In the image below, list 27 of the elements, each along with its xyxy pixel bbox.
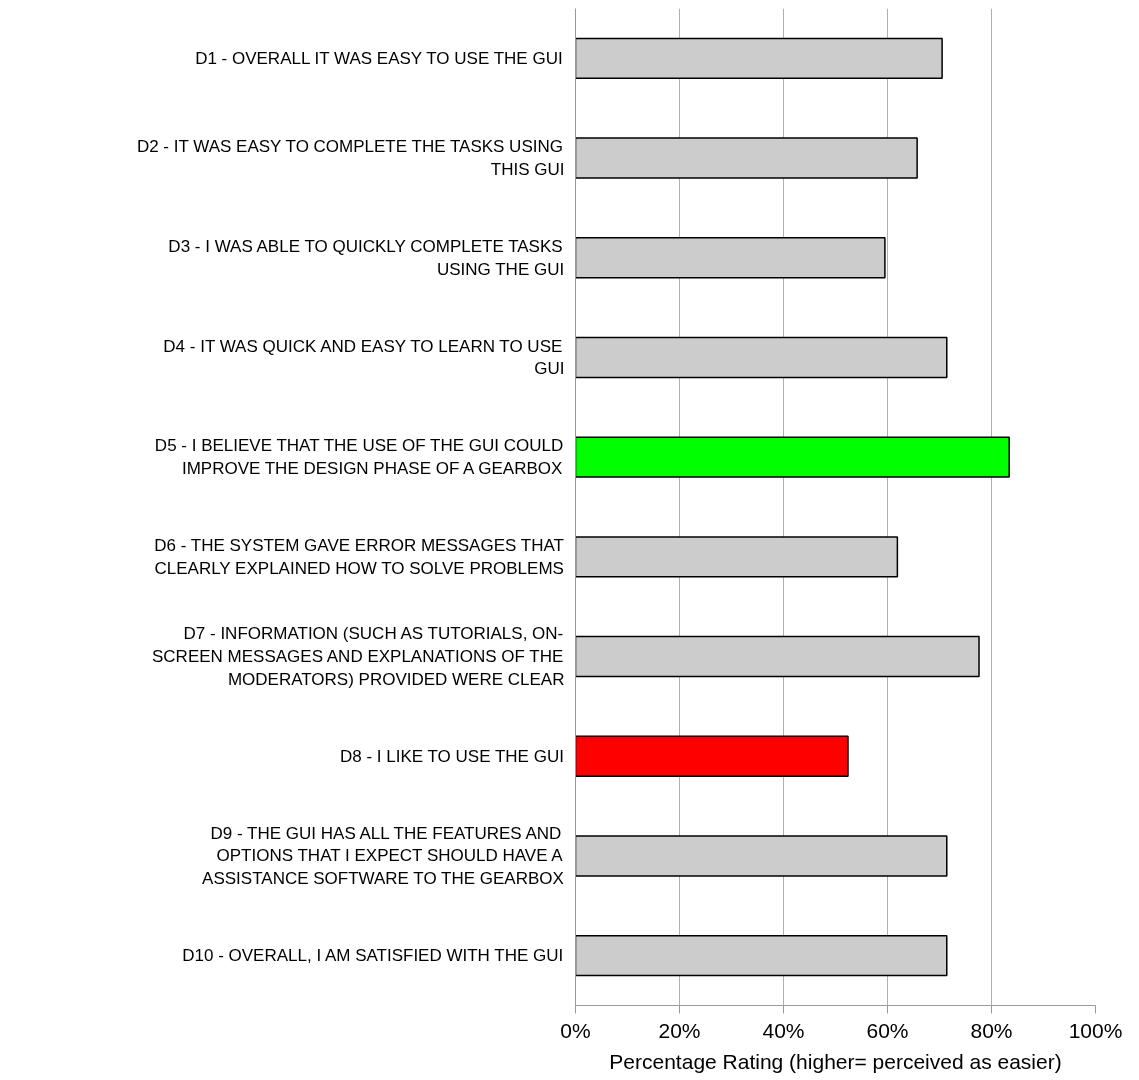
bar xyxy=(575,436,1010,478)
y-tick-label: D1 - OVERALL IT WAS EASY TO USE THE GUI xyxy=(195,48,563,68)
bar xyxy=(575,237,886,279)
x-tick-label: 60% xyxy=(866,1018,909,1042)
bar xyxy=(575,735,849,777)
x-tick-label: 40% xyxy=(762,1018,805,1042)
y-tick-label: D10 - OVERALL, I AM SATISFIED WITH THE GUI xyxy=(182,946,564,966)
y-tick-label: D7 - INFORMATION (SUCH AS TUTORIALS, ON-SCREEN MESSAGES AND EXPLANATIONS OF THE MODERATORS) PROVIDED WERE CLEAR xyxy=(152,624,565,689)
bar xyxy=(575,137,918,179)
bar xyxy=(575,835,948,877)
y-tick-label: D6 - THE SYSTEM GAVE ERROR MESSAGES THAT CLEARLY EXPLAINED HOW TO SOLVE PROBLEMS xyxy=(154,535,564,578)
y-tick-label: D2 - IT WAS EASY TO COMPLETE THE TASKS USING THIS GUI xyxy=(136,137,565,179)
y-tick-label: D9 - THE GUI HAS ALL THE FEATURES AND OPTIONS THAT I EXPECT SHOULD HAVE A ASSISTANCE SOFTWARE TO THE GEARBOX xyxy=(202,823,564,889)
y-tick-label: D4 - IT WAS QUICK AND EASY TO LEARN TO USE GUI xyxy=(163,336,565,379)
x-tick-label: 80% xyxy=(970,1018,1013,1042)
x-axis-title: Percentage Rating (higher= perceived as easier) xyxy=(609,1049,1062,1073)
y-tick-label: D3 - I WAS ABLE TO QUICKLY COMPLETE TASKS USING THE GUI xyxy=(168,236,565,279)
bar xyxy=(575,536,899,578)
y-tick-label: D8 - I LIKE TO USE THE GUI xyxy=(339,746,564,766)
x-tick-label: 0% xyxy=(560,1018,591,1042)
bar xyxy=(575,934,948,977)
x-tick-label: 100% xyxy=(1068,1018,1123,1042)
bar xyxy=(575,37,943,80)
bar xyxy=(575,635,980,678)
bar xyxy=(575,336,948,379)
x-tick-label: 20% xyxy=(658,1018,701,1042)
y-tick-label: D5 - I BELIEVE THAT THE USE OF THE GUI COULD IMPROVE THE DESIGN PHASE OF A GEARBOX xyxy=(154,436,564,479)
